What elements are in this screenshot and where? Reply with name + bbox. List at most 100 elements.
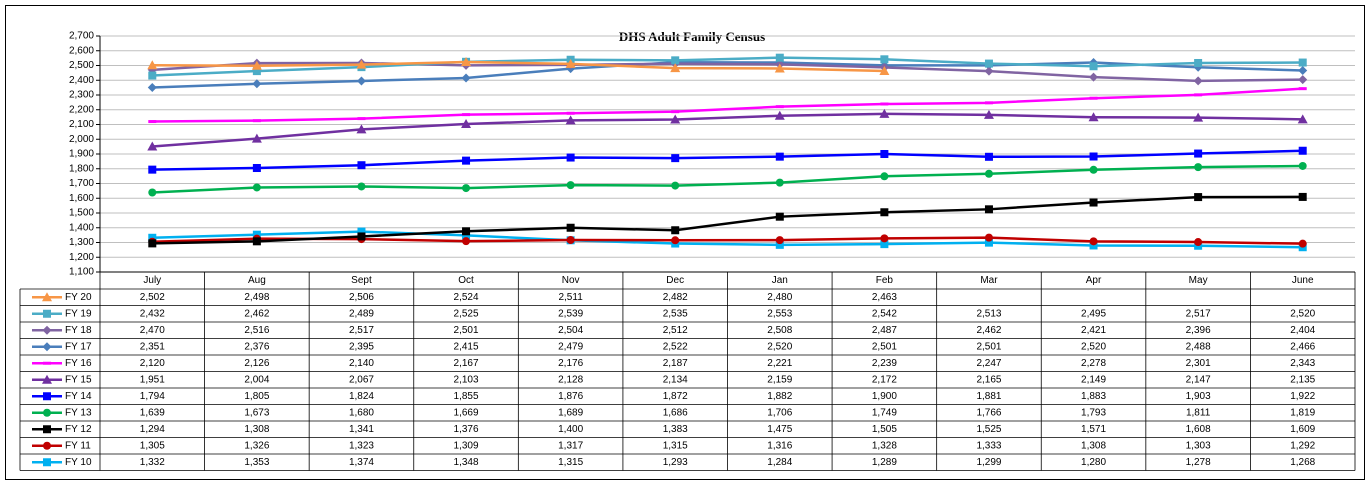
table-value: 2,395	[349, 341, 374, 352]
table-value: 1,525	[976, 424, 1001, 435]
table-value: 2,495	[1081, 308, 1106, 319]
table-value: 1,951	[140, 374, 165, 385]
table-value: 2,128	[558, 374, 583, 385]
table-value: 2,520	[767, 341, 792, 352]
table-value: 1,689	[558, 407, 583, 418]
marker	[1298, 75, 1308, 85]
table-value: 2,506	[349, 292, 374, 303]
table-value: 1,293	[663, 457, 688, 468]
marker	[147, 141, 158, 151]
marker	[671, 226, 680, 235]
table-value: 1,876	[558, 391, 583, 402]
table-value: 1,348	[454, 457, 479, 468]
table-value: 1,308	[1081, 440, 1106, 451]
table-value: 2,432	[140, 308, 165, 319]
marker	[42, 374, 52, 384]
marker	[880, 208, 889, 217]
marker	[879, 65, 890, 75]
table-value: 1,608	[1186, 424, 1211, 435]
x-tick-label: Dec	[666, 275, 684, 286]
table-value: 1,292	[1290, 440, 1315, 451]
marker	[462, 184, 471, 193]
marker	[1298, 161, 1307, 170]
table-value: 2,126	[244, 358, 269, 369]
marker	[1194, 149, 1203, 158]
table-value: 2,221	[767, 358, 792, 369]
table-value: 2,421	[1081, 325, 1106, 336]
table-value: 2,176	[558, 358, 583, 369]
table-value: 2,480	[767, 292, 792, 303]
marker	[880, 55, 889, 64]
marker	[147, 82, 157, 92]
marker	[462, 227, 471, 236]
table-value: 2,167	[454, 358, 479, 369]
table-value: 1,639	[140, 407, 165, 418]
table-value: 2,463	[872, 292, 897, 303]
marker	[984, 101, 993, 105]
table-value: 1,341	[349, 424, 374, 435]
x-tick-label: July	[143, 275, 161, 286]
y-tick-label: 1,600	[69, 193, 94, 204]
series-line	[152, 112, 1303, 148]
table-value: 1,315	[663, 440, 688, 451]
table-value: 2,462	[976, 325, 1001, 336]
series-line	[152, 230, 1303, 249]
table-value: 2,140	[349, 358, 374, 369]
marker	[1089, 96, 1098, 100]
marker	[671, 181, 680, 190]
table-value: 1,793	[1081, 407, 1106, 418]
marker	[775, 178, 784, 187]
marker	[1193, 62, 1203, 72]
table-value: 2,004	[244, 374, 269, 385]
x-tick-label: May	[1189, 275, 1208, 286]
table-value: 1,680	[349, 407, 374, 418]
legend-label: FY 19	[65, 308, 92, 319]
table-value: 2,517	[349, 325, 374, 336]
x-tick-label: Apr	[1086, 275, 1102, 286]
marker	[1298, 239, 1307, 248]
series-line	[152, 60, 885, 73]
table-value: 1,280	[1081, 457, 1106, 468]
table-value: 1,794	[140, 391, 165, 402]
marker	[775, 105, 784, 109]
table-value: 2,535	[663, 308, 688, 319]
marker	[671, 110, 680, 114]
marker	[880, 102, 889, 106]
marker	[461, 56, 472, 66]
y-tick-label: 2,400	[69, 75, 94, 86]
marker	[252, 237, 261, 246]
marker	[357, 117, 366, 121]
marker	[252, 183, 261, 192]
table-value: 2,067	[349, 374, 374, 385]
x-tick-label: Jan	[772, 275, 788, 286]
series-line	[152, 56, 1303, 77]
table-value: 2,103	[454, 374, 479, 385]
table-value: 2,396	[1186, 325, 1211, 336]
marker	[565, 58, 576, 68]
table-value: 2,488	[1186, 341, 1211, 352]
table-value: 2,520	[1081, 341, 1106, 352]
table-value: 2,187	[663, 358, 688, 369]
y-tick-label: 2,700	[69, 31, 94, 42]
table-value: 2,404	[1290, 325, 1315, 336]
table-value: 2,470	[140, 325, 165, 336]
marker	[566, 153, 575, 162]
marker	[880, 240, 889, 249]
table-value: 2,522	[663, 341, 688, 352]
marker	[670, 114, 681, 124]
table-value: 2,415	[454, 341, 479, 352]
marker	[43, 425, 51, 434]
marker	[148, 120, 157, 124]
table-value: 1,686	[663, 407, 688, 418]
table-value: 1,305	[140, 440, 165, 451]
marker	[462, 237, 471, 246]
table-value: 2,524	[454, 292, 479, 303]
table-value: 1,475	[767, 424, 792, 435]
table-value: 2,517	[1186, 308, 1211, 319]
series-line	[152, 61, 1303, 83]
marker	[43, 309, 51, 318]
table-value: 2,487	[872, 325, 897, 336]
table-value: 1,900	[872, 391, 897, 402]
marker	[148, 239, 157, 248]
